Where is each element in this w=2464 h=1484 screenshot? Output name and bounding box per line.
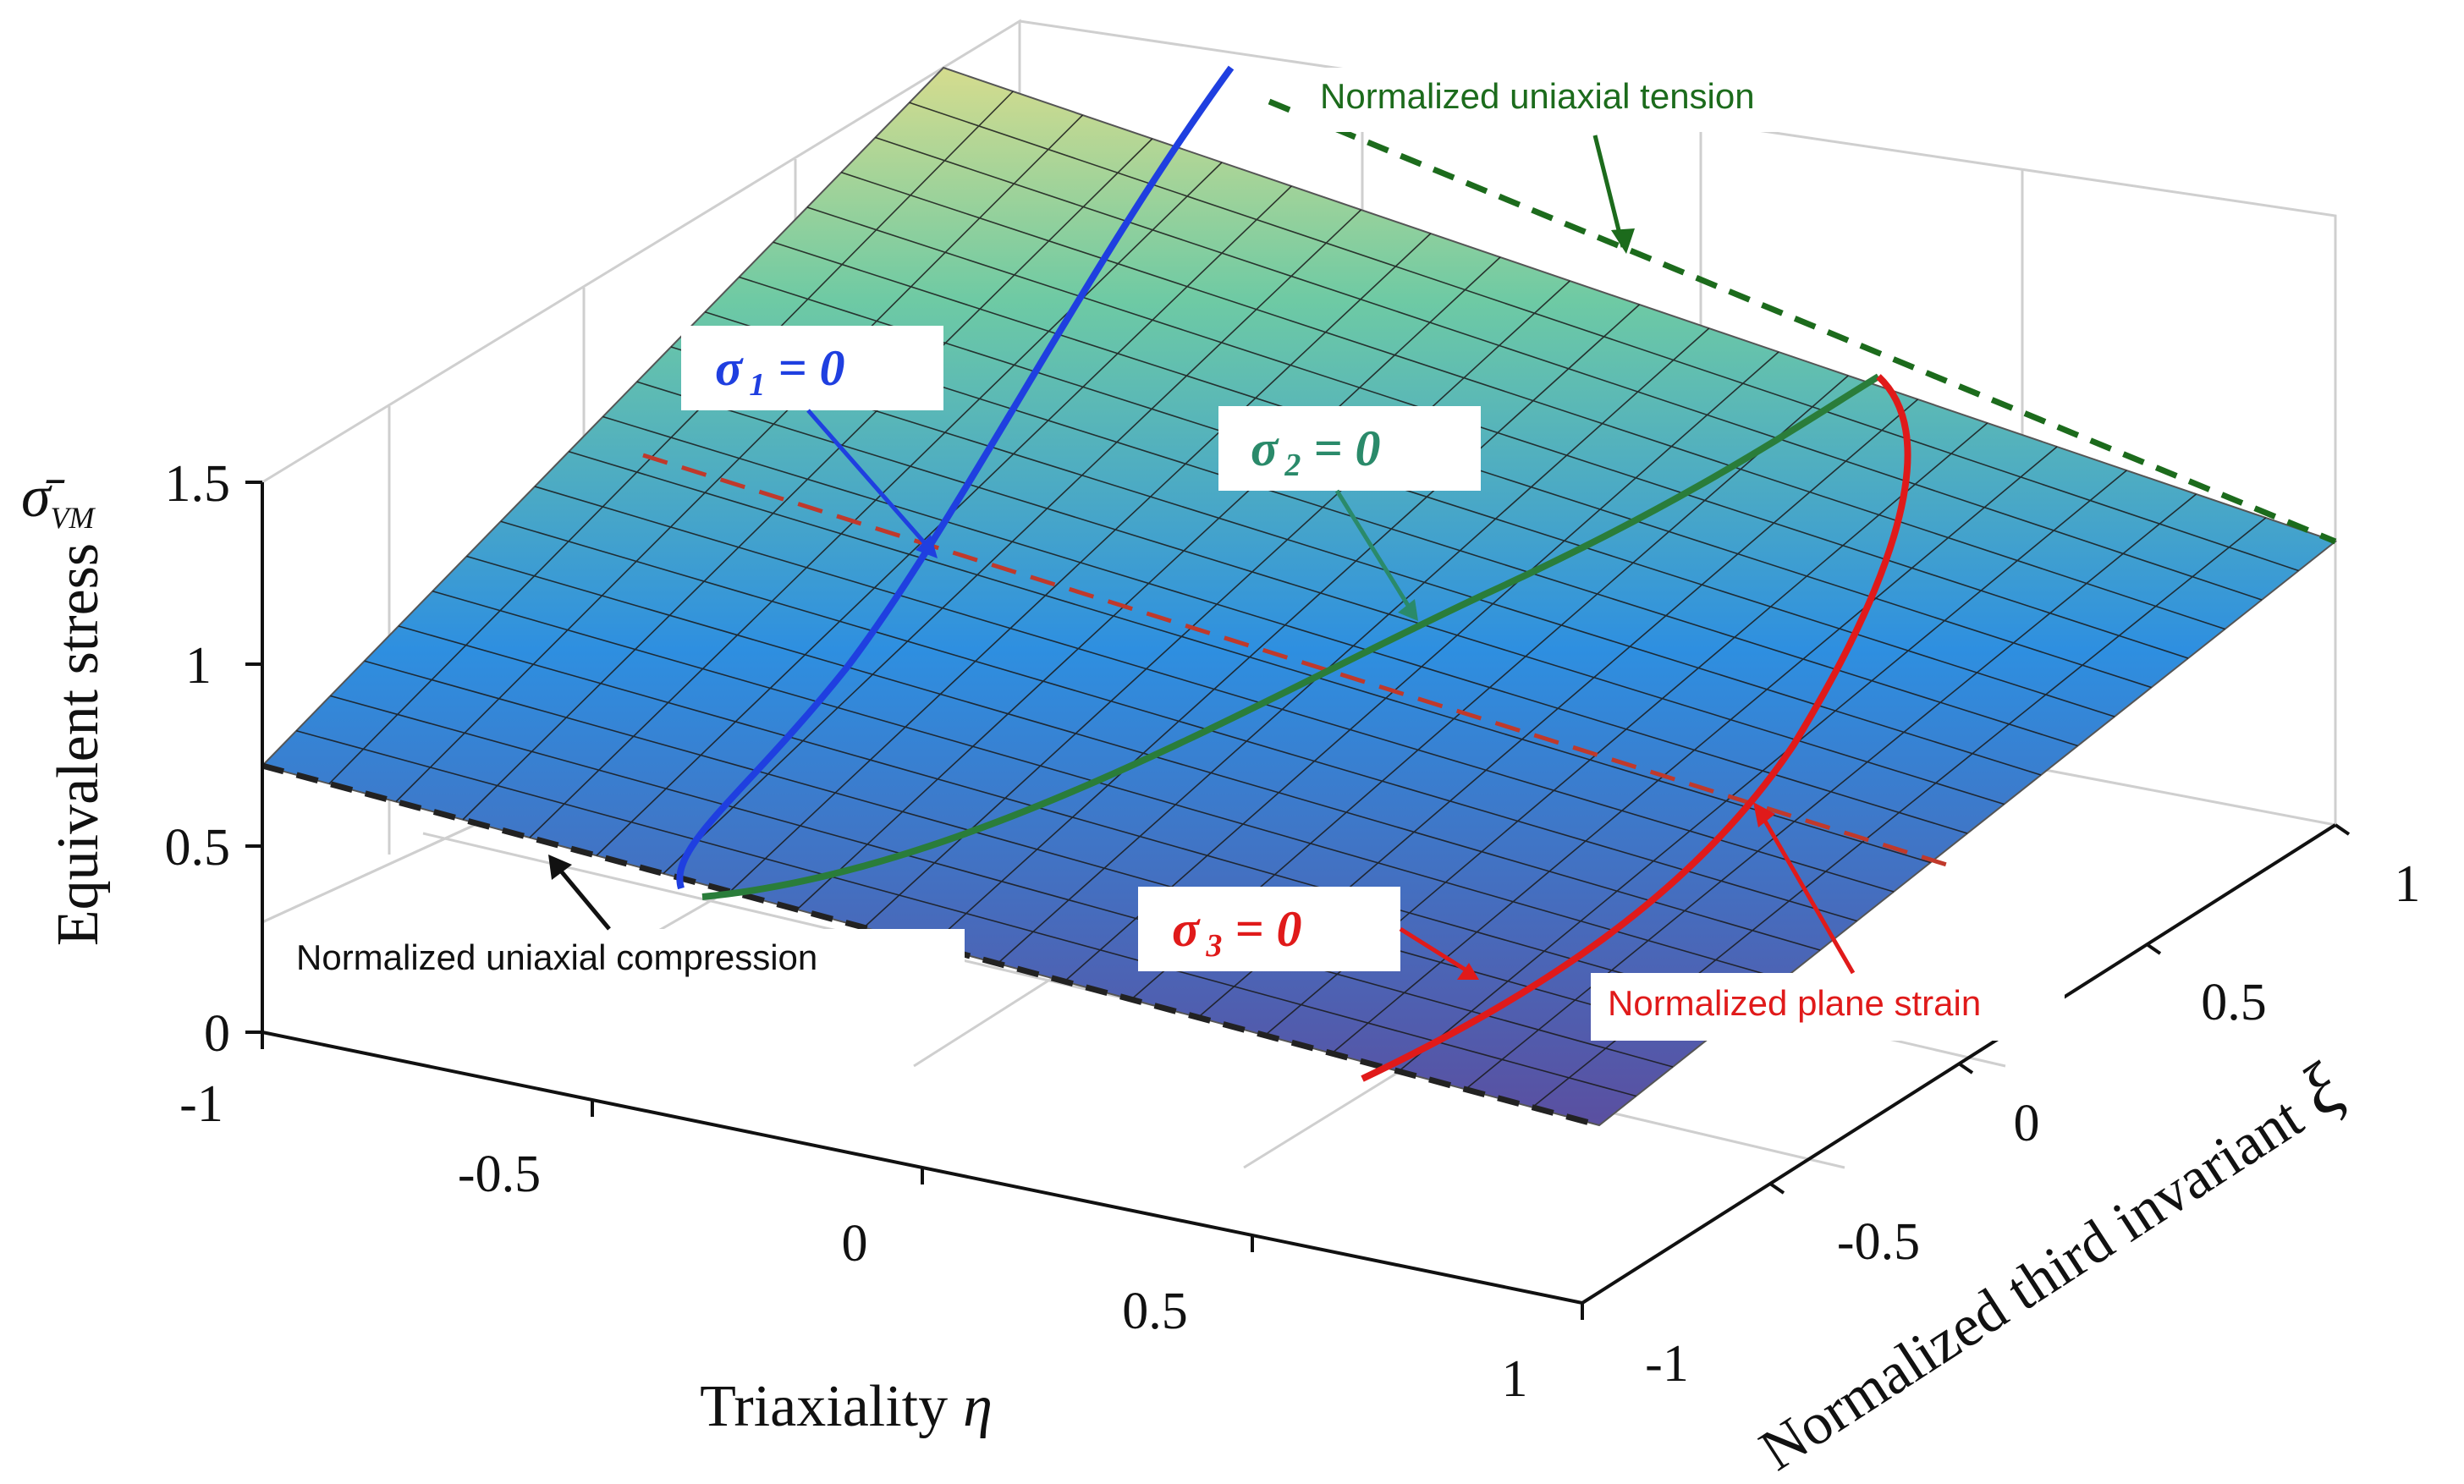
arrow-tension <box>1592 135 1625 248</box>
main-axes <box>245 481 2351 1320</box>
note-box-compression <box>279 929 965 993</box>
arrow-sigma1 <box>806 409 932 552</box>
x-tick-label-0: 0 <box>842 1215 868 1272</box>
label-box-sigma3 <box>1138 887 1400 971</box>
y-tick-1 <box>2334 823 2351 836</box>
z-tick-label-15: 1.5 <box>165 455 231 513</box>
mesh-line-xi <box>1465 493 2197 1091</box>
label-sigma2-sub: 2 <box>1284 448 1301 483</box>
label-sigma3-sym: σ <box>1172 901 1201 957</box>
note-compression-text: Normalized uniaxial compression <box>296 937 817 977</box>
mesh-line-eta <box>534 486 1895 893</box>
note-box-tension <box>1299 68 1874 132</box>
x-tick-label-1: 1 <box>1502 1350 1528 1408</box>
label-sigma3-sub: 3 <box>1205 928 1222 964</box>
arrowhead-compression <box>548 855 572 880</box>
label-sigma3-rest: = 0 <box>1222 901 1301 957</box>
mesh-line-xi <box>930 304 1641 947</box>
arrowhead-sigma3 <box>1457 963 1479 980</box>
uniaxial-tension-line <box>1268 98 2337 545</box>
z-tick-label-05: 0.5 <box>165 819 231 877</box>
mesh-line-xi <box>1331 446 2058 1054</box>
mesh-line-eta <box>296 729 1636 1097</box>
annotation-uniaxial-compression: Normalized uniaxial compression <box>279 855 965 993</box>
note-box-plane-strain <box>1591 973 2065 1041</box>
x-axis-title-symbol: η <box>963 1374 993 1439</box>
y-tick-label-m1: -1 <box>1645 1335 1689 1393</box>
y-axis-title: Normalized third invariantξ <box>1741 1047 2356 1484</box>
mesh-line-xi <box>1064 351 1779 982</box>
mesh-line-eta <box>500 520 1857 922</box>
arrow-plane-strain <box>1757 811 1856 975</box>
label-sigma1-sym: σ <box>715 340 744 396</box>
arrowhead-sigma2 <box>1398 599 1418 621</box>
y-tick-label-1: 1 <box>2395 855 2421 913</box>
arrow-compression <box>553 861 611 931</box>
y-tick-0 <box>1957 1062 1974 1075</box>
z-axis-title: Equivalent stress <box>46 543 111 946</box>
mesh-line-eta <box>466 555 1821 951</box>
mesh-line-eta <box>432 590 1784 981</box>
z-axis-symbol-sub: VM <box>51 501 96 535</box>
mesh-line-xi <box>1398 470 2127 1072</box>
y-tick-label-m05: -0.5 <box>1837 1213 1920 1271</box>
label-sigma1-rest: = 0 <box>765 340 844 396</box>
label-sigma2-rest: = 0 <box>1301 420 1380 476</box>
note-plane-strain-text: Normalized plane strain <box>1608 983 1981 1023</box>
annotation-plane-strain: Normalized plane strain <box>1591 802 2065 1041</box>
label-box-sigma1 <box>681 326 943 410</box>
x-tick-label-05: 0.5 <box>1122 1283 1188 1340</box>
label-box-sigma2 <box>1218 406 1481 491</box>
x-tick-label-m1: -1 <box>179 1075 223 1133</box>
y-tick-05 <box>2145 943 2162 955</box>
z-tick-label-0: 0 <box>204 1005 230 1063</box>
z-tick-label-1: 1 <box>185 637 212 695</box>
x-axis-title-text: Triaxiality <box>700 1374 948 1439</box>
y-tick-label-0: 0 <box>2014 1095 2040 1152</box>
annotation-uniaxial-tension: Normalized uniaxial tension <box>1299 68 1874 254</box>
x-axis-title: Triaxiality η <box>700 1374 993 1439</box>
mesh-line-eta <box>330 695 1674 1068</box>
sigma2-curve <box>701 373 1881 900</box>
mesh-line-eta <box>364 660 1710 1039</box>
mesh-line-eta <box>398 625 1747 1009</box>
mesh-line-xi <box>997 327 1710 965</box>
arrowhead-sigma1 <box>916 535 938 558</box>
y-tick-label-05: 0.5 <box>2201 974 2267 1031</box>
mesh-line-eta <box>569 450 1931 864</box>
x-tick-label-m05: -0.5 <box>458 1146 541 1203</box>
arrowhead-tension <box>1611 228 1635 254</box>
label-sigma2-sym: σ <box>1251 420 1279 476</box>
arrow-sigma2 <box>1334 489 1414 613</box>
arrowhead-plane-strain <box>1753 802 1775 827</box>
plane-strain-line <box>642 453 1955 870</box>
arrow-sigma3 <box>1399 926 1472 976</box>
surface-mesh <box>296 91 2299 1108</box>
z-axis-symbol: σ̄VM <box>21 464 96 535</box>
note-tension-text: Normalized uniaxial tension <box>1320 76 1755 116</box>
y-tick-m05 <box>1768 1182 1785 1195</box>
sigma1-curve <box>676 65 1235 890</box>
label-sigma1-sub: 1 <box>749 367 765 403</box>
sigma3-curve <box>1361 374 1911 1082</box>
